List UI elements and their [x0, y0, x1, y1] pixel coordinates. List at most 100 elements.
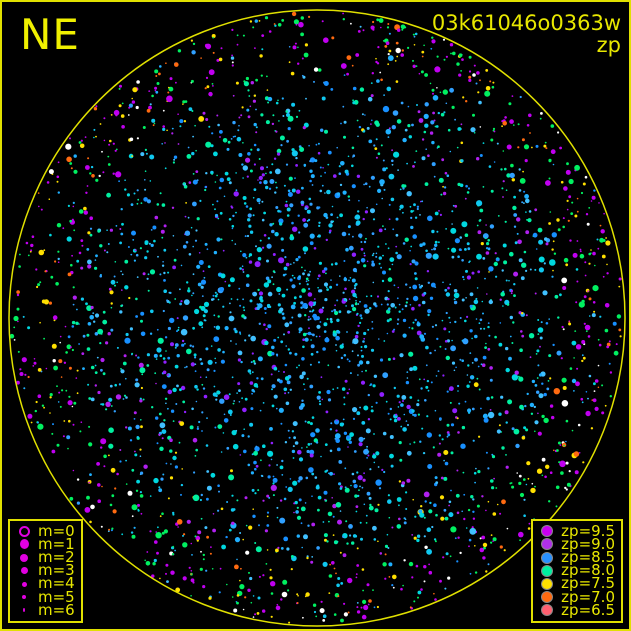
star-marker: [510, 292, 513, 295]
star-marker: [150, 243, 154, 247]
star-marker: [358, 436, 364, 442]
star-marker: [371, 327, 374, 330]
zp-legend-row: zp=6.5: [539, 602, 615, 617]
star-marker: [200, 279, 207, 285]
star-marker: [188, 253, 192, 256]
star-marker: [179, 302, 183, 306]
star-marker: [297, 62, 300, 65]
star-marker: [388, 203, 391, 206]
star-marker: [165, 563, 169, 567]
star-marker: [371, 405, 373, 408]
star-marker: [473, 64, 476, 67]
star-marker: [361, 614, 367, 620]
star-marker: [474, 357, 478, 362]
star-marker: [399, 208, 401, 211]
star-marker: [305, 277, 309, 281]
star-marker: [391, 526, 394, 529]
star-marker: [283, 371, 285, 373]
star-marker: [347, 611, 350, 614]
star-marker: [127, 114, 130, 116]
star-marker: [159, 446, 164, 451]
star-marker: [163, 248, 167, 252]
star-marker: [388, 218, 391, 221]
star-marker: [119, 310, 123, 314]
star-marker: [19, 368, 22, 371]
star-marker: [534, 384, 538, 387]
star-marker: [301, 357, 305, 361]
star-marker: [487, 322, 490, 324]
star-marker: [349, 432, 354, 437]
star-marker: [354, 534, 358, 538]
star-marker: [486, 396, 490, 401]
star-marker: [485, 251, 490, 255]
star-marker: [271, 388, 273, 391]
star-marker: [239, 532, 242, 534]
star-marker: [238, 287, 241, 290]
star-marker: [370, 348, 375, 352]
star-marker: [363, 254, 366, 257]
star-marker: [489, 378, 493, 382]
star-marker: [416, 322, 421, 327]
star-marker: [400, 101, 404, 105]
star-marker: [166, 129, 168, 132]
star-marker: [304, 252, 306, 255]
star-marker: [536, 468, 543, 474]
star-marker: [366, 126, 370, 130]
color-dot-icon: [542, 605, 553, 616]
star-marker: [434, 409, 437, 412]
star-marker: [252, 360, 256, 363]
star-marker: [513, 225, 517, 228]
star-marker: [398, 401, 401, 404]
mag-legend-row: m=0: [16, 523, 75, 538]
star-marker: [310, 339, 312, 341]
star-marker: [273, 23, 276, 25]
star-marker: [359, 485, 361, 488]
star-marker: [481, 300, 484, 303]
star-marker: [411, 306, 415, 311]
star-marker: [404, 128, 408, 132]
star-marker: [236, 34, 239, 37]
star-marker: [434, 243, 438, 247]
star-marker: [290, 234, 294, 238]
star-marker: [261, 173, 265, 177]
star-marker: [37, 423, 44, 430]
star-marker: [459, 551, 462, 555]
star-marker: [205, 172, 208, 175]
star-marker: [19, 253, 21, 256]
star-marker: [385, 167, 388, 170]
star-marker: [73, 229, 76, 232]
star-marker: [213, 326, 216, 328]
star-marker: [180, 385, 186, 391]
star-marker: [420, 505, 423, 508]
star-marker: [287, 115, 294, 122]
star-marker: [503, 549, 506, 552]
star-marker: [283, 387, 288, 392]
star-marker: [460, 123, 463, 126]
star-marker: [351, 64, 354, 67]
star-marker: [49, 393, 53, 397]
star-marker: [434, 211, 439, 216]
star-marker: [257, 179, 259, 181]
star-marker: [358, 199, 360, 202]
star-marker: [362, 589, 364, 592]
star-marker: [194, 384, 198, 389]
star-marker: [246, 108, 250, 112]
star-marker: [62, 227, 65, 230]
star-marker: [366, 583, 370, 587]
star-marker: [107, 332, 111, 336]
color-dot-icon: [542, 565, 553, 576]
star-marker: [377, 188, 382, 193]
star-marker: [214, 208, 216, 211]
star-marker: [270, 592, 274, 595]
star-marker: [128, 106, 131, 109]
star-marker: [517, 123, 520, 126]
star-marker: [232, 508, 236, 511]
star-marker: [323, 81, 329, 86]
star-marker: [372, 454, 377, 459]
star-marker: [318, 391, 321, 394]
star-marker: [324, 171, 326, 174]
star-marker: [510, 163, 514, 168]
star-marker: [227, 409, 233, 415]
star-marker: [46, 181, 50, 184]
star-marker: [323, 267, 328, 271]
